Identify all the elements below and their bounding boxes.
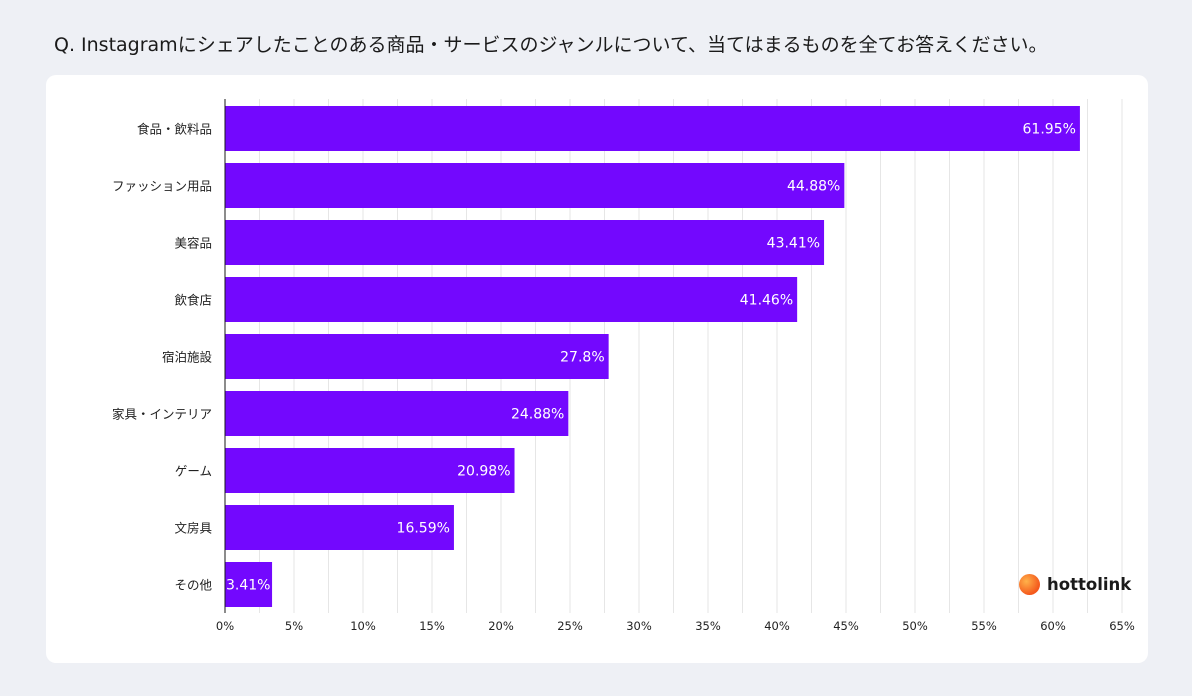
x-tick-label: 35% (695, 619, 721, 633)
question-title: Q. Instagramにシェアしたことのある商品・サービスのジャンルについて、… (54, 34, 1048, 56)
x-tick-label: 5% (285, 619, 303, 633)
value-label: 61.95% (1023, 122, 1076, 138)
bar (225, 220, 825, 265)
hottolink-logo-icon (1019, 574, 1040, 595)
value-label: 44.88% (787, 179, 840, 195)
value-label: 3.41% (226, 578, 270, 594)
bar (225, 448, 515, 493)
x-tick-label: 40% (764, 619, 790, 633)
x-tick-label: 60% (1040, 619, 1066, 633)
x-tick-label: 10% (350, 619, 376, 633)
value-label: 16.59% (397, 521, 450, 537)
bar (225, 505, 454, 550)
bar (225, 391, 569, 436)
category-label: ファッション用品 (112, 179, 212, 194)
bar (225, 562, 273, 607)
category-label: 文房具 (174, 521, 212, 536)
x-tick-label: 65% (1109, 619, 1135, 633)
x-tick-label: 50% (902, 619, 928, 633)
category-label: 飲食店 (174, 293, 212, 308)
brand-logo: hottolink (1019, 574, 1131, 595)
x-tick-label: 25% (557, 619, 583, 633)
category-label: 食品・飲料品 (137, 122, 212, 137)
value-label: 27.8% (560, 350, 604, 366)
bar (225, 163, 845, 208)
category-label: 宿泊施設 (162, 350, 213, 365)
x-tick-label: 55% (971, 619, 997, 633)
tick-labels: 0% 5% 10% 15% 20% 25% 30% 35% 40% 45% 50% 55% 60% 65% (216, 619, 1135, 633)
x-tick-label: 0% (216, 619, 234, 633)
x-tick-label: 20% (488, 619, 514, 633)
value-label: 41.46% (740, 293, 793, 309)
x-tick-label: 45% (833, 619, 859, 633)
bar (225, 106, 1080, 151)
brand-name: hottolink (1047, 575, 1132, 594)
value-label: 43.41% (767, 236, 820, 252)
category-label: ゲーム (175, 464, 212, 479)
category-label: その他 (174, 578, 212, 593)
category-label: 家具・インテリア (112, 407, 212, 422)
category-label: 美容品 (174, 236, 212, 251)
value-label: 24.88% (511, 407, 564, 423)
value-label: 20.98% (457, 464, 510, 480)
x-tick-label: 30% (626, 619, 652, 633)
bar (225, 277, 798, 322)
category-labels: 食品・飲料品ファッション用品美容品飲食店宿泊施設家具・インテリアゲーム文房具その… (112, 122, 213, 593)
bar (225, 334, 609, 379)
bars: 61.95% 44.88% 43.41% 41.46% 27.8% 24.88% 20.98… (225, 106, 1080, 607)
x-tick-label: 15% (419, 619, 445, 633)
